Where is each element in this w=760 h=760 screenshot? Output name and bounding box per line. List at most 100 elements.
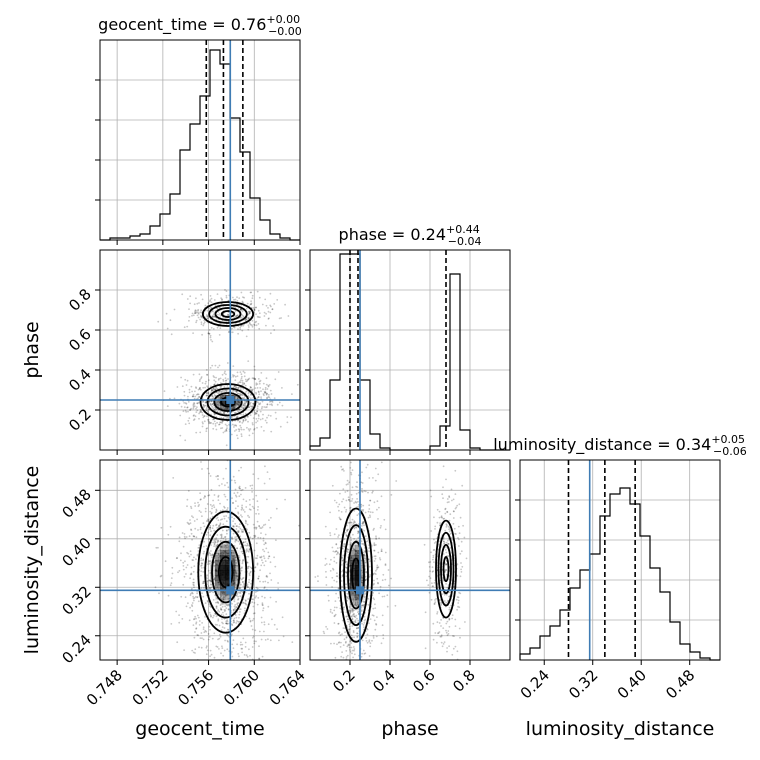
sample-point <box>364 575 367 578</box>
sample-point <box>351 625 354 627</box>
sample-point <box>222 611 224 614</box>
sample-point <box>252 473 255 476</box>
sample-point <box>377 551 380 554</box>
sample-point <box>378 537 380 540</box>
sample-point <box>235 390 238 393</box>
sample-point <box>254 557 257 560</box>
sample-point <box>171 566 174 569</box>
sample-point <box>336 643 338 646</box>
sample-point <box>253 309 256 312</box>
sample-point <box>193 556 195 559</box>
sample-point <box>178 536 181 539</box>
sample-point <box>197 505 200 508</box>
sample-point <box>449 529 452 532</box>
sample-point <box>382 637 385 640</box>
sample-point <box>340 580 343 582</box>
sample-point <box>240 387 242 389</box>
sample-point <box>220 629 223 632</box>
sample-point <box>332 567 334 570</box>
sample-point <box>444 507 447 510</box>
sample-point <box>196 393 199 395</box>
density-cell <box>220 585 226 591</box>
sample-point <box>262 609 264 612</box>
sample-point <box>194 502 196 504</box>
sample-point <box>252 636 254 639</box>
sample-point <box>358 663 360 665</box>
sample-point <box>243 406 246 409</box>
density-cell <box>350 550 356 556</box>
sample-point <box>232 647 235 649</box>
sample-point <box>217 669 219 671</box>
sample-point <box>196 614 199 617</box>
sample-point <box>368 397 370 399</box>
sample-point <box>237 392 240 395</box>
sample-point <box>208 333 211 335</box>
sample-point <box>212 616 214 619</box>
sample-point <box>221 422 224 424</box>
sample-point <box>253 411 256 414</box>
sample-point <box>362 600 364 603</box>
sample-point <box>162 455 164 457</box>
sample-point <box>238 495 241 498</box>
sample-point <box>333 533 336 536</box>
sample-point <box>342 656 345 659</box>
sample-point <box>194 595 197 598</box>
sample-point <box>220 607 222 610</box>
sample-point <box>377 473 380 476</box>
sample-point <box>210 310 213 313</box>
sample-point <box>267 307 269 309</box>
sample-point <box>210 297 213 300</box>
sample-point <box>183 406 186 409</box>
sample-point <box>351 649 354 652</box>
sample-point <box>454 532 456 535</box>
sample-point <box>362 649 365 652</box>
sample-point <box>192 581 195 584</box>
sample-point <box>233 430 236 432</box>
sample-point <box>345 615 348 618</box>
density-cell <box>360 580 366 586</box>
sample-point <box>380 548 383 551</box>
sample-point <box>191 515 193 517</box>
sample-point <box>220 536 223 538</box>
sample-point <box>220 546 223 548</box>
sample-point <box>231 624 234 627</box>
sample-point <box>246 542 249 545</box>
sample-point <box>242 637 245 640</box>
sample-point <box>233 617 236 620</box>
density-cell <box>215 555 221 561</box>
sample-point <box>445 523 448 526</box>
sample-point <box>206 503 209 505</box>
sample-point <box>192 516 195 519</box>
sample-point <box>219 522 222 525</box>
sample-point <box>218 377 220 380</box>
sample-point <box>216 516 219 519</box>
sample-point <box>216 307 219 310</box>
sample-point <box>241 488 244 491</box>
sample-point <box>206 580 209 582</box>
sample-point <box>227 486 230 489</box>
sample-point <box>384 528 387 531</box>
sample-point <box>336 572 338 575</box>
sample-point <box>206 394 208 397</box>
sample-point <box>243 383 246 385</box>
sample-point <box>208 422 211 425</box>
sample-point <box>442 643 445 645</box>
sample-point <box>224 484 226 487</box>
density-cell <box>220 570 226 576</box>
sample-point <box>353 615 356 618</box>
sample-point <box>458 532 461 535</box>
sample-point <box>448 606 451 609</box>
sample-point <box>176 557 179 559</box>
sample-point <box>220 297 223 299</box>
sample-point <box>337 552 339 555</box>
sample-point <box>203 415 206 417</box>
sample-point <box>248 548 251 551</box>
sample-point <box>432 556 435 559</box>
sample-point <box>255 324 258 327</box>
density-cell <box>235 560 241 566</box>
panel-frame <box>99 459 301 661</box>
sample-point <box>361 613 363 616</box>
sample-point <box>190 505 192 508</box>
sample-point <box>246 561 249 564</box>
sample-point <box>200 461 202 463</box>
